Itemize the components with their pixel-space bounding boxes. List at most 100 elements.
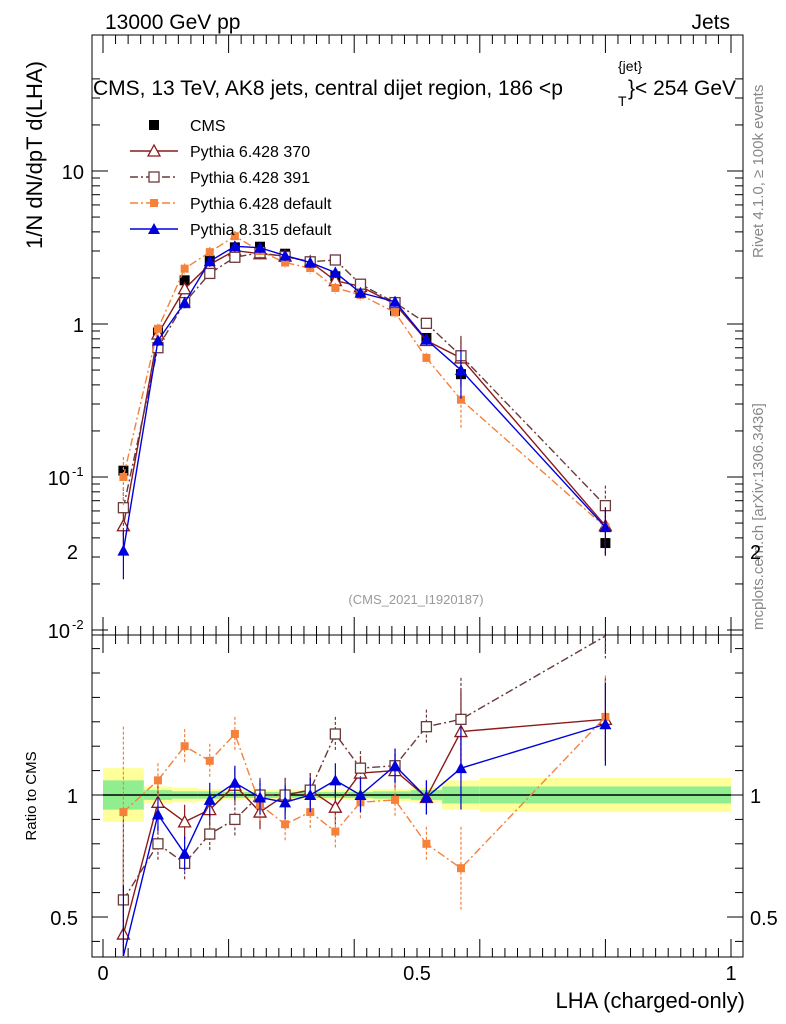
data-point [179, 275, 190, 286]
ratio-ylabel-group: Ratio to CMS [23, 751, 40, 840]
legend-label: Pythia 6.428 default [190, 196, 332, 213]
ratio-point [456, 864, 465, 873]
ratio-line [122, 716, 606, 870]
data-point [177, 281, 192, 295]
ratio-y-tick-label-right: 1 [750, 786, 761, 808]
main-y-tick-exp: -1 [72, 464, 84, 479]
legend-entry: Pythia 6.428 370 [130, 143, 310, 161]
legend-marker [149, 120, 159, 130]
ratio-point [203, 793, 216, 805]
data-point [153, 324, 162, 333]
ratio-point [329, 774, 342, 786]
ratio-point [254, 791, 266, 803]
data-point [454, 364, 467, 376]
ratio-point [420, 721, 433, 733]
ratio-point [229, 813, 241, 826]
ratio-point [279, 796, 292, 808]
legend-entry: Pythia 6.428 default [130, 196, 332, 213]
ratio-point [153, 776, 162, 785]
ratio-point [354, 762, 367, 774]
rivet-label-group: Rivet 4.1.0, ≥ 100k events [750, 85, 767, 258]
x-tick-label: 0.5 [403, 963, 431, 985]
ratio-line [122, 635, 606, 901]
ratio-point [354, 789, 367, 800]
main-y-tick-label: 1 [73, 315, 84, 337]
data-point [180, 264, 189, 273]
plot-title-sup: {jet} [618, 58, 642, 74]
ratio-point [119, 808, 128, 817]
data-point [229, 251, 241, 263]
ratio-y-tick-label-right: 0.5 [750, 908, 778, 930]
ratio-y-tick-label: 2 [67, 542, 78, 564]
ratio-point [281, 820, 290, 829]
data-point [331, 283, 340, 292]
legend: CMS Pythia 6.428 370 Pythia 6.428 391 Pythi… [130, 118, 332, 239]
data-point [279, 249, 292, 261]
data-point [329, 266, 342, 278]
data-point [117, 544, 130, 556]
header-jets: Jets [691, 11, 730, 34]
series-pythia-8-315-default [117, 240, 612, 580]
ratio-axis-ticks: 0.5 0.5 1 1 2 2 0 0.5 1 [50, 542, 778, 985]
data-point [228, 240, 241, 252]
ratio-point [455, 713, 467, 726]
data-point [203, 255, 216, 267]
ratio-point [178, 847, 191, 859]
ratio-point [328, 799, 343, 813]
main-ylabel: 1/N dN/dpT d(LHA) [22, 61, 47, 249]
series-line [122, 235, 606, 528]
ratio-series-group [116, 635, 613, 957]
data-point [422, 353, 431, 362]
ratio-point [331, 827, 340, 836]
legend-marker [148, 223, 160, 234]
ratio-point [180, 742, 189, 751]
ratio-point [599, 718, 612, 730]
main-y-tick-label: 10 [62, 162, 84, 184]
data-point [354, 286, 367, 298]
data-point [254, 241, 266, 253]
data-point [599, 521, 612, 533]
data-point [178, 296, 191, 308]
rivet-label: Rivet 4.1.0, ≥ 100k events [750, 85, 767, 258]
main-y-tick-exp: -2 [72, 617, 84, 632]
ratio-point [152, 838, 164, 850]
analysis-watermark: (CMS_2021_I1920187) [348, 592, 483, 607]
legend-entry: Pythia 8.315 default [130, 222, 332, 239]
data-point [329, 254, 342, 266]
legend-label: Pythia 6.428 391 [190, 170, 310, 187]
legend-label: Pythia 8.315 default [190, 222, 332, 239]
plot-title: CMS, 13 TeV, AK8 jets, central dijet reg… [93, 77, 563, 100]
data-point [389, 295, 402, 307]
ratio-point [420, 791, 433, 803]
legend-label: CMS [190, 118, 226, 135]
ratio-point [177, 814, 192, 828]
main-series-group [116, 231, 613, 580]
series-line [122, 245, 606, 551]
mcplots-label: mcplots.cern.ch [arXiv:1306.3436] [750, 403, 767, 630]
ratio-line [122, 718, 606, 935]
data-point [204, 267, 216, 280]
data-point [119, 473, 128, 481]
plot-title-sub: T [618, 93, 627, 109]
legend-marker [150, 199, 158, 207]
ratio-point [228, 776, 241, 788]
ratio-point [205, 756, 214, 765]
legend-marker [148, 171, 160, 183]
data-point [420, 333, 433, 345]
data-point [205, 248, 214, 257]
header-energy: 13000 GeV pp [105, 11, 240, 34]
main-y-tick-label: 10 [48, 621, 70, 643]
ratio-point [389, 759, 402, 771]
ratio-ylabel: Ratio to CMS [23, 751, 40, 840]
ratio-point [329, 728, 342, 740]
ratio-point [230, 730, 239, 738]
ratio-series-pythia-6-428-370 [116, 677, 613, 956]
ratio-point [422, 839, 431, 848]
ratio-point [454, 762, 467, 774]
data-point [391, 308, 400, 317]
ratio-point [304, 789, 317, 800]
ratio-panel: 0.5 0.5 1 1 2 2 0 0.5 1 [50, 542, 778, 985]
